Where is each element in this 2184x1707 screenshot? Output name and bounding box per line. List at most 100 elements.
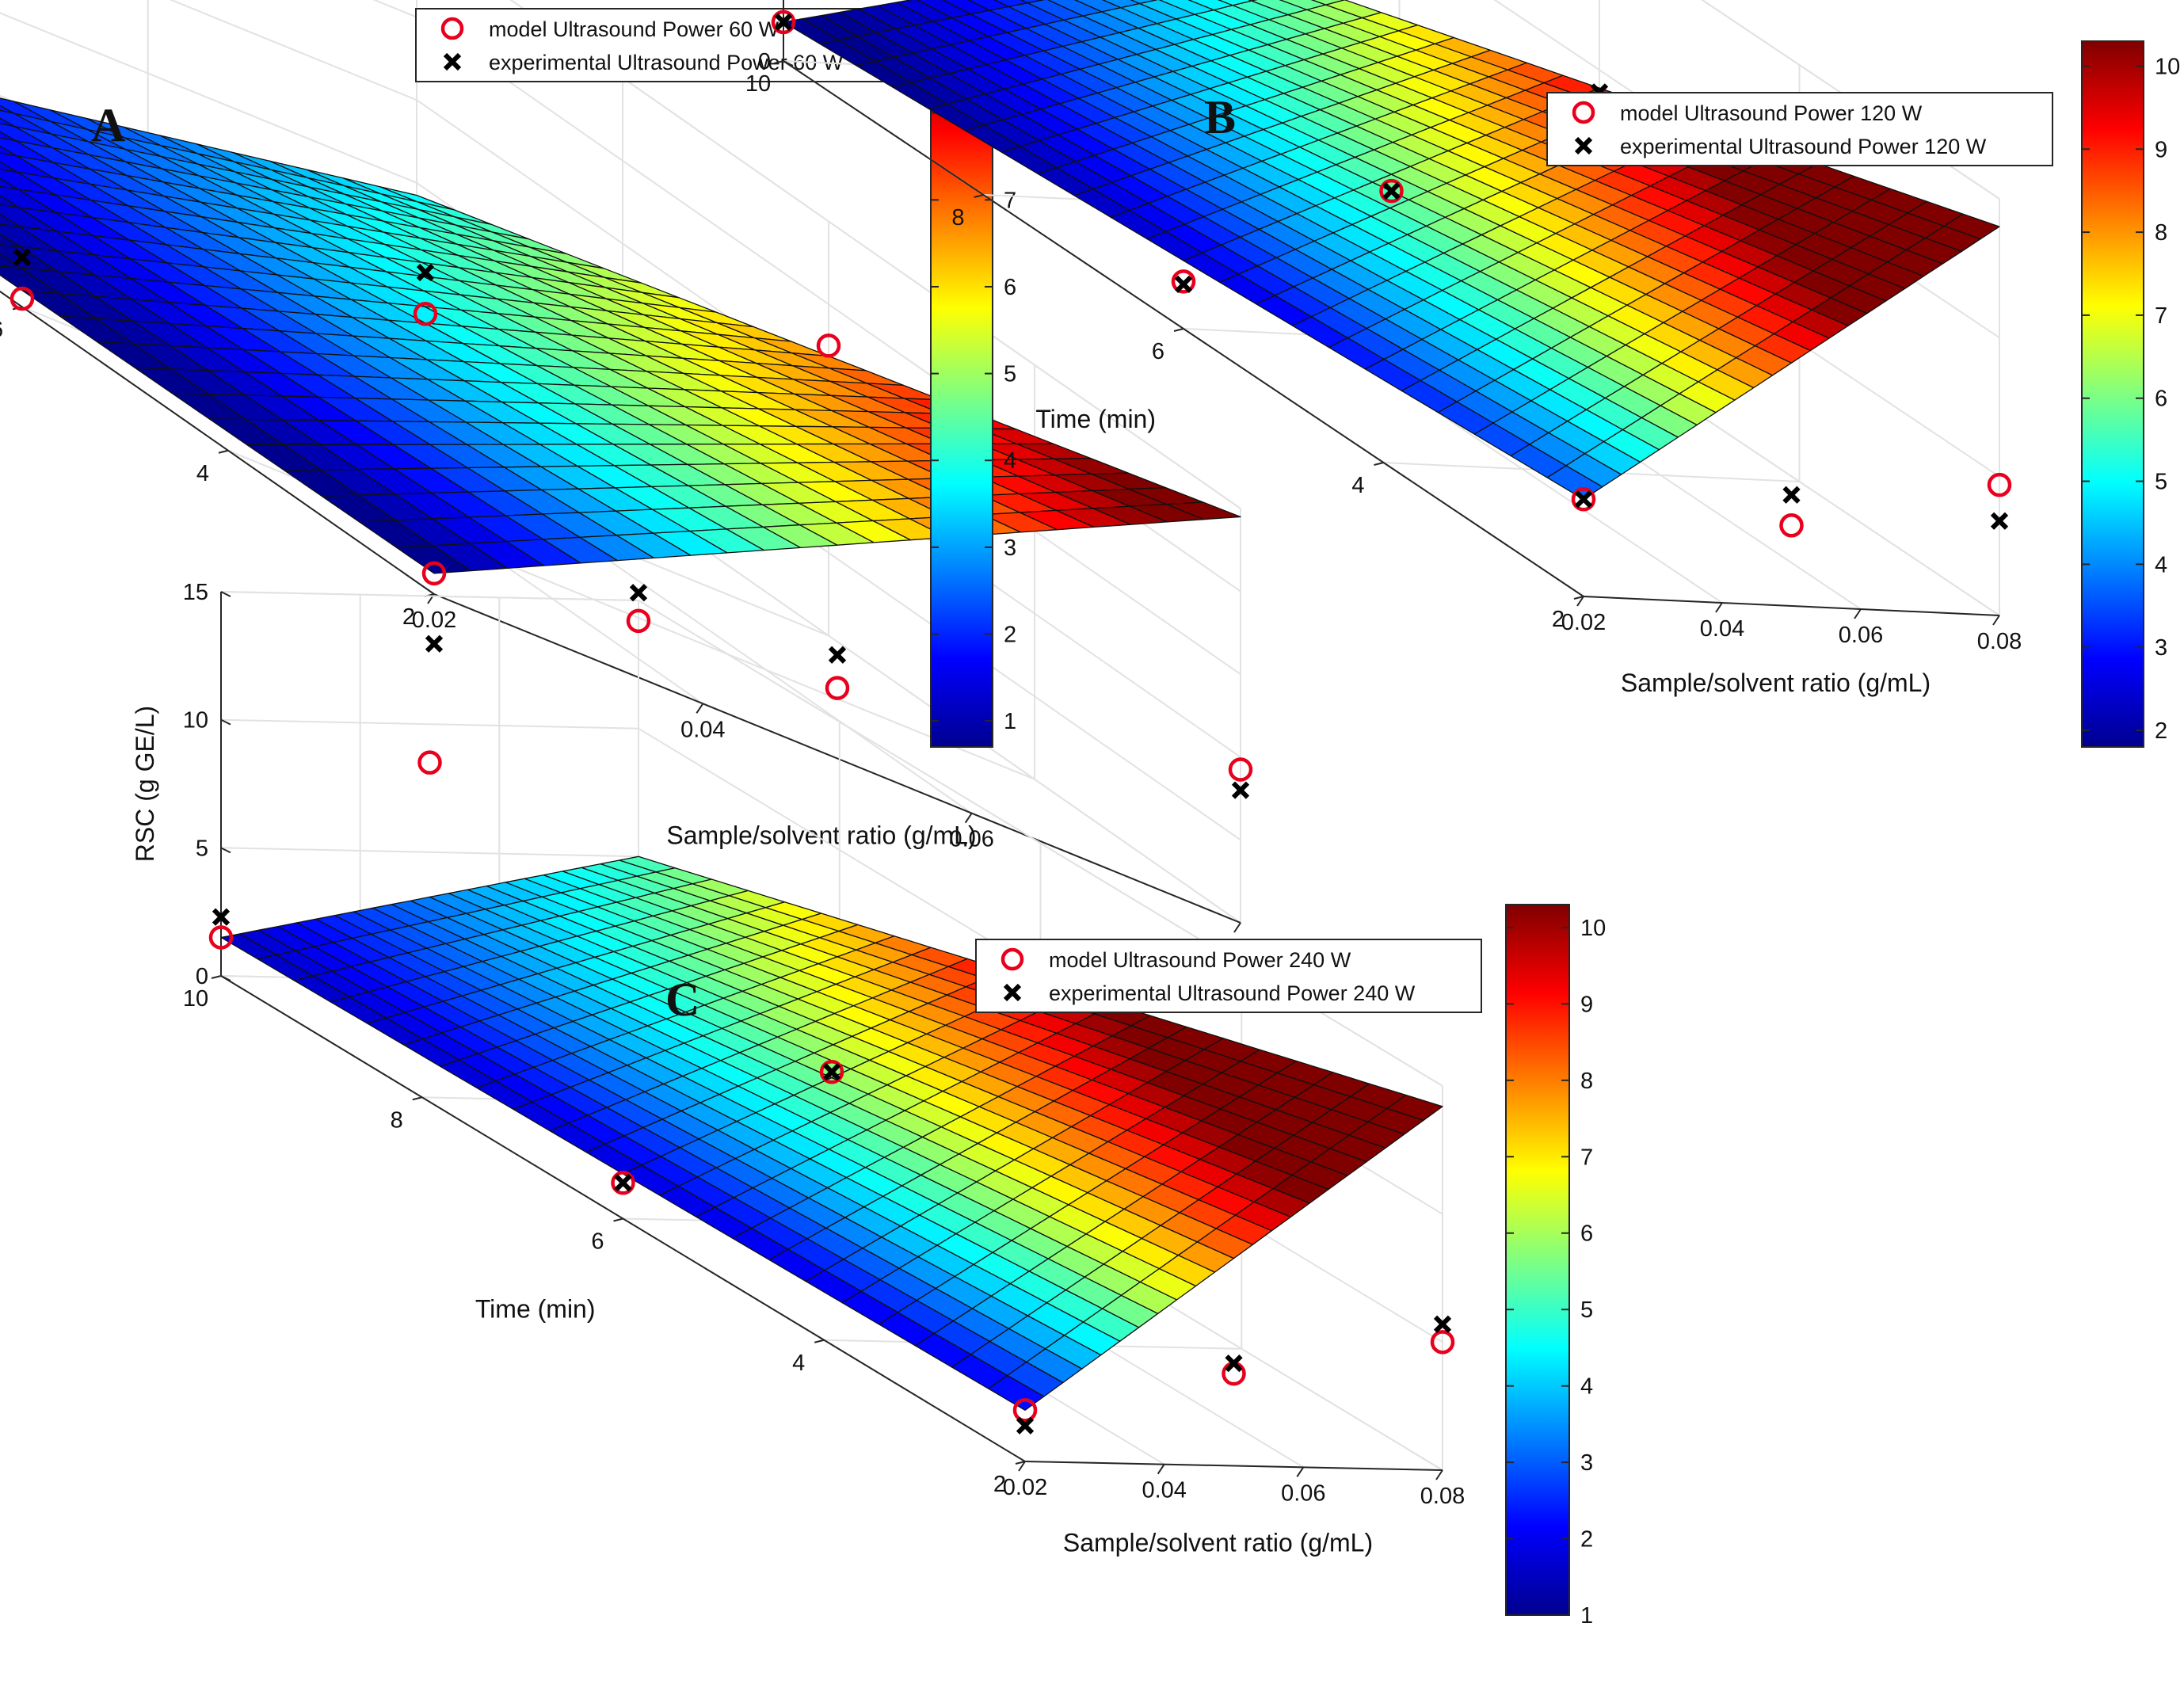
model-point xyxy=(626,608,651,634)
y-tick-label: 2 xyxy=(1552,607,1565,632)
x-tick-mark xyxy=(696,703,704,714)
colorbar-tick-label: 10 xyxy=(2155,54,2180,79)
experimental-point-stroke xyxy=(1382,182,1401,200)
colorbar-tick-label: 7 xyxy=(1580,1145,1593,1170)
panel-c: 0.02 0.04 0.06 0.08246810051015Sample/solve… xyxy=(131,580,1606,1629)
legend-experimental-label: experimental Ultrasound Power 240 W xyxy=(1049,981,1416,1005)
model-point xyxy=(417,750,442,775)
y-tick-mark xyxy=(1374,462,1384,466)
legend-model-marker xyxy=(1001,947,1024,971)
model-point xyxy=(1228,757,1253,782)
model-point xyxy=(825,676,850,700)
y-tick-mark xyxy=(773,60,784,64)
z-tick-label: 0 xyxy=(196,964,208,989)
colorbar-tick-label: 1 xyxy=(1580,1603,1593,1629)
model-point xyxy=(421,561,447,586)
experimental-point xyxy=(828,646,847,664)
model-point xyxy=(819,1059,844,1084)
y-tick-label: 4 xyxy=(1351,473,1364,498)
colorbar-tick-label: 7 xyxy=(2155,303,2167,329)
model-point xyxy=(611,1170,635,1195)
experimental-point xyxy=(1433,1315,1452,1333)
experimental-point xyxy=(13,248,32,266)
z-tick-label: 15 xyxy=(183,580,208,605)
experimental-point-stroke xyxy=(822,1063,841,1081)
experimental-point xyxy=(614,1174,632,1192)
z-tick-label: 5 xyxy=(196,836,208,861)
x-tick-mark xyxy=(1157,1464,1165,1475)
experimental-point xyxy=(629,584,648,602)
colorbar-tick-label: 8 xyxy=(2155,220,2167,246)
x-axis-title: Sample/solvent ratio (g/mL) xyxy=(1621,669,1931,697)
legend-model-marker xyxy=(1572,101,1595,124)
colorbar-bar xyxy=(930,43,993,748)
x-tick-label: 0.02 xyxy=(412,608,456,633)
colorbar-tick-label: 4 xyxy=(2155,552,2167,577)
model-point xyxy=(1012,1398,1038,1423)
colorbar: 1 2 3 4 5 6 7 8 9 10 xyxy=(1505,904,1606,1629)
model-point xyxy=(1171,269,1196,294)
axes: 0.020.040.060.082468100246810Sample/solv… xyxy=(0,290,1263,962)
experimental-point xyxy=(425,634,444,653)
experimental-point-stroke xyxy=(614,1174,632,1192)
colorbar-tick-label: 10 xyxy=(1580,916,1606,941)
experimental-point-stroke xyxy=(416,263,435,282)
z-tick-label: 10 xyxy=(183,708,208,733)
x-tick-label: 0.06 xyxy=(1281,1480,1325,1506)
panel-letter: B xyxy=(1204,91,1236,143)
model-point xyxy=(1779,513,1804,538)
y-tick-mark xyxy=(613,1217,623,1222)
colorbar-tick-label: 4 xyxy=(1580,1374,1593,1400)
colorbar: 1 2 3 4 5 6 7 8 xyxy=(930,43,1016,748)
y-tick-mark xyxy=(974,194,984,198)
experimental-point-stroke xyxy=(1225,1355,1243,1373)
model-point xyxy=(1987,472,2012,497)
y-tick-label: 6 xyxy=(1152,339,1164,364)
x-tick-mark xyxy=(1992,615,2000,626)
colorbar-tick-label: 6 xyxy=(1004,275,1016,300)
y-tick-mark xyxy=(1573,596,1584,600)
markers xyxy=(208,584,1455,1435)
grid-line xyxy=(433,509,1241,924)
colorbar-tick-label: 1 xyxy=(1004,709,1016,734)
panel-a: 0.020.040.060.082468100246810Sample/solv… xyxy=(0,0,1263,962)
colorbar-tick-label: 5 xyxy=(1004,362,1016,387)
legend-experimental-label: experimental Ultrasound Power 120 W xyxy=(1620,135,1987,158)
y-tick-mark xyxy=(218,449,229,454)
colorbar-tick-label: 2 xyxy=(2155,718,2167,744)
z-tick-mark xyxy=(220,847,231,854)
experimental-point xyxy=(1231,781,1250,799)
model-point xyxy=(1571,487,1596,512)
y-tick-label: 8 xyxy=(391,1107,403,1133)
legend-box xyxy=(1546,92,2053,166)
surface-cell xyxy=(1165,501,1241,520)
x-tick-label: 0.02 xyxy=(1561,610,1606,635)
z-tick-mark xyxy=(220,718,231,726)
y-tick-label: 4 xyxy=(792,1351,805,1376)
y-tick-label: 10 xyxy=(183,986,208,1012)
colorbar-bar xyxy=(2081,40,2144,748)
axes: 0.020.040.060.08246810051015Sample/solve… xyxy=(745,0,2022,697)
x-tick-mark xyxy=(1854,608,1862,619)
x-tick-label: 0.08 xyxy=(1420,1484,1465,1509)
experimental-point-stroke xyxy=(425,634,444,653)
x-axis-title: Sample/solvent ratio (g/mL) xyxy=(666,821,976,850)
model-point xyxy=(208,925,234,950)
response-surface xyxy=(783,0,2000,500)
colorbar: 2 3 4 5 6 7 8 9 10 xyxy=(2081,40,2180,748)
y-tick-label: 2 xyxy=(993,1472,1006,1497)
experimental-point xyxy=(1574,490,1593,509)
experimental-point xyxy=(1016,1416,1035,1435)
y-tick-mark xyxy=(211,975,222,979)
y-tick-label: 2 xyxy=(402,604,415,630)
x-tick-mark xyxy=(1576,596,1584,607)
experimental-point-stroke xyxy=(13,248,32,266)
experimental-point xyxy=(1782,486,1801,504)
colorbar-bar xyxy=(1505,904,1570,1616)
response-surface xyxy=(0,97,1241,574)
legend-model-label: model Ultrasound Power 60 W xyxy=(489,17,779,41)
panel-letter: C xyxy=(665,974,699,1026)
x-tick-mark xyxy=(1715,602,1723,613)
colorbar-tick-label: 2 xyxy=(1004,622,1016,647)
y-tick-label: 10 xyxy=(745,71,771,97)
